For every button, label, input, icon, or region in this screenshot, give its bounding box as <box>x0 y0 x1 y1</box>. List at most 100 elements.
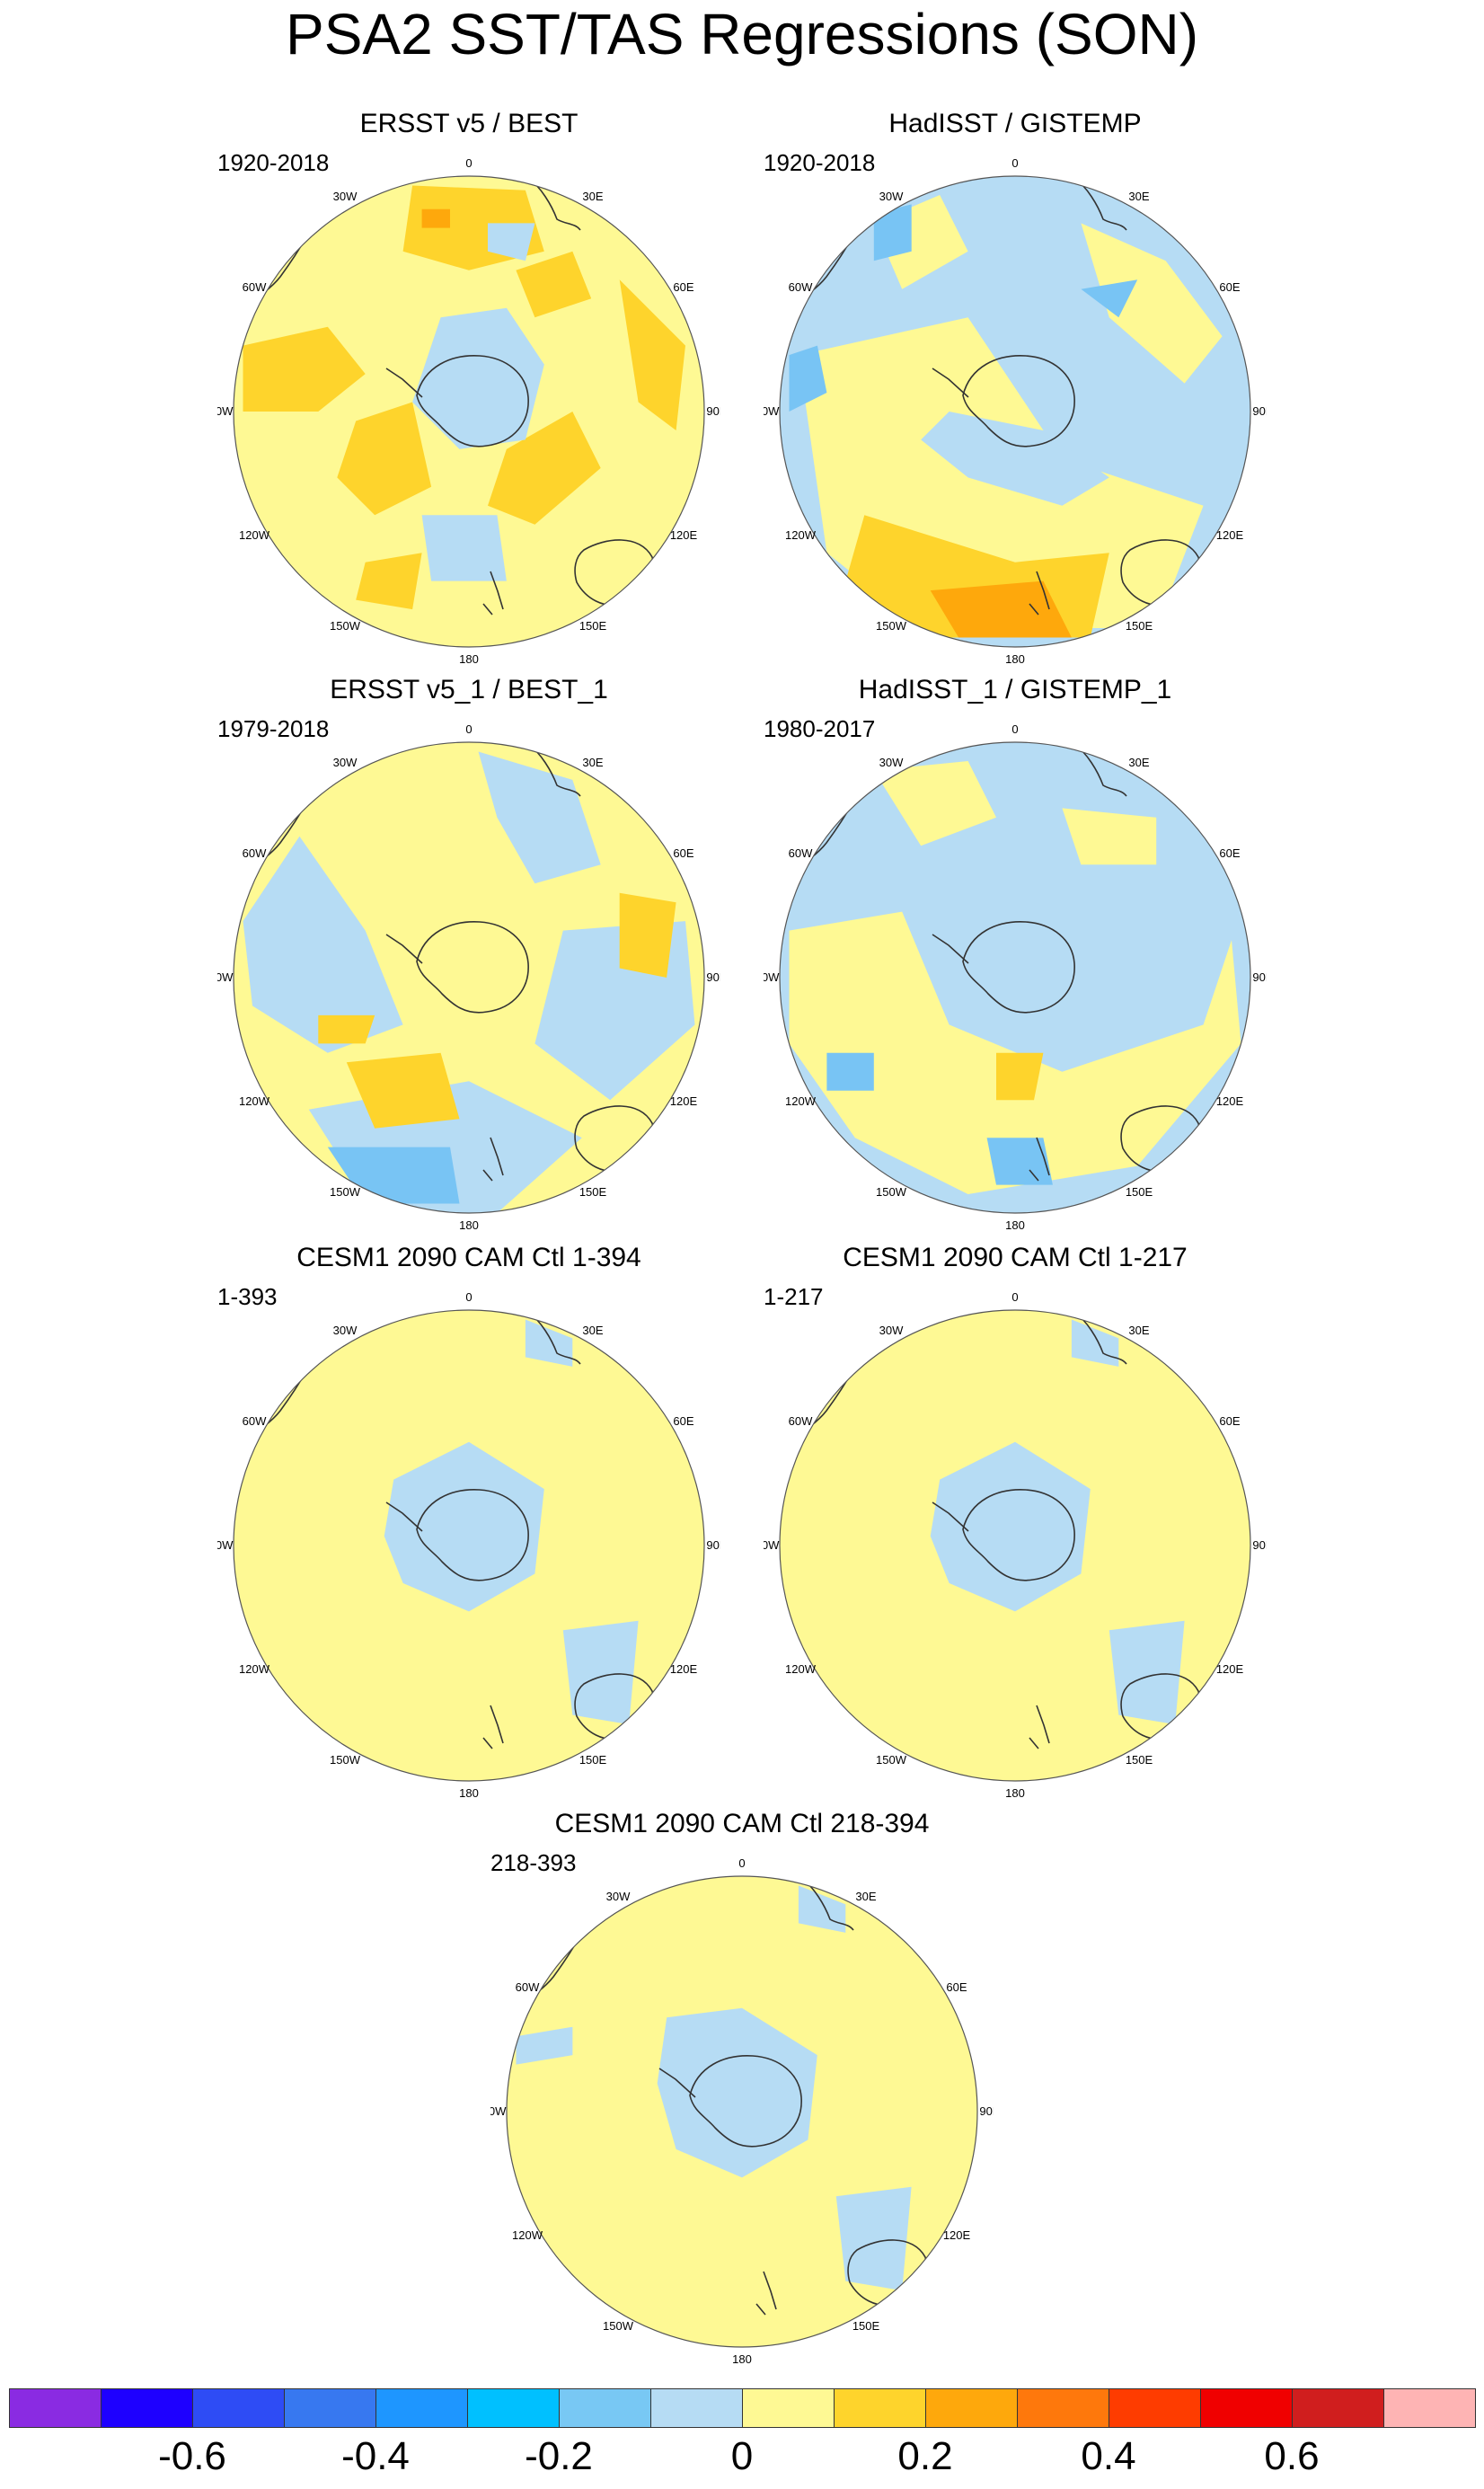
longitude-label: 150W <box>603 2319 634 2333</box>
coastline-path <box>416 921 529 1014</box>
anomaly-patch <box>337 402 432 516</box>
colorbar-label: 0 <box>730 2434 754 2478</box>
longitude-label: 120E <box>670 1094 698 1108</box>
colorbar-swatch <box>375 2388 468 2428</box>
longitude-label: 150W <box>876 1753 907 1767</box>
map-panel-cesm1-218-394: CESM1 2090 CAM Ctl 218-394 218-393 0 30E 6… <box>490 1806 994 2363</box>
longitude-label: 90W <box>764 1538 780 1552</box>
longitude-label: 120E <box>1216 1662 1244 1676</box>
anomaly-patch <box>562 1620 639 1725</box>
coastline-path <box>416 355 529 447</box>
anomaly-patch <box>996 1052 1044 1101</box>
anomaly-patch <box>921 412 1109 506</box>
longitude-label: 30W <box>333 190 358 203</box>
longitude-label: 0 <box>1011 156 1018 170</box>
anomaly-patch <box>1081 279 1138 318</box>
longitude-label: 120W <box>785 528 817 542</box>
polar-map: 0 30E 60E 90E 120E 150E 180 150W 120W 90W 60W 30W <box>490 1856 994 2363</box>
map-panel-ersst-best-1: ERSST v5_1 / BEST_1 1979-2018 0 30E 60E 90E… <box>217 672 720 1229</box>
longitude-label: 30W <box>333 756 358 769</box>
panel-period: 1979-2018 <box>217 715 330 742</box>
coastline-path <box>385 368 423 398</box>
map-border <box>233 741 705 1214</box>
polar-map: 0 30E 60E 90E 120E 150E 180 150W 120W 90W 60W 30W <box>217 1290 720 1797</box>
longitude-label: 90E <box>706 1538 720 1552</box>
anomaly-patch <box>488 412 601 525</box>
panel-period: 1980-2017 <box>764 715 876 742</box>
anomaly-patch <box>421 208 450 228</box>
anomaly-patch <box>789 345 827 412</box>
longitude-label: 120W <box>239 528 270 542</box>
map-field <box>780 742 1250 1213</box>
longitude-label: 180 <box>1005 652 1025 663</box>
colorbar: -0.6 -0.4 -0.2 0 0.2 0.4 0.6 <box>9 2388 1476 2482</box>
anomaly-patch <box>356 553 422 610</box>
colorbar-swatch <box>1200 2388 1293 2428</box>
coastline-path <box>1029 1137 1050 1182</box>
longitude-label: 120W <box>785 1094 817 1108</box>
map-field <box>234 1310 704 1781</box>
longitude-label: 120E <box>670 528 698 542</box>
anomaly-patch <box>421 515 507 581</box>
longitude-label: 90E <box>1252 970 1267 984</box>
coastline-path <box>527 177 581 231</box>
longitude-label: 150E <box>1126 1753 1153 1767</box>
anomaly-patch <box>930 1441 1091 1612</box>
longitude-label: 180 <box>732 2352 752 2363</box>
anomaly-patch <box>1109 1620 1185 1725</box>
longitude-label: 60W <box>243 846 267 860</box>
coastline-path <box>1073 1311 1127 1365</box>
longitude-label: 60E <box>673 280 693 294</box>
longitude-label: 0 <box>465 1290 472 1304</box>
coastline-path <box>1073 743 1127 797</box>
colorbar-label: 0.6 <box>1264 2434 1320 2478</box>
coastline-path <box>755 2271 777 2316</box>
map-panel-cesm1-1-394: CESM1 2090 CAM Ctl 1-394 1-393 0 30E 60E 90… <box>217 1240 720 1797</box>
longitude-label: 60W <box>243 280 267 294</box>
coastline-path <box>962 355 1075 447</box>
coastline-path <box>1073 177 1127 231</box>
colorbar-label: 0.4 <box>1081 2434 1136 2478</box>
longitude-label: 60E <box>673 846 693 860</box>
longitude-label: 180 <box>1005 1218 1025 1229</box>
colorbar-swatch <box>9 2388 102 2428</box>
longitude-label: 180 <box>459 1786 479 1797</box>
map-panel-cesm1-1-217: CESM1 2090 CAM Ctl 1-217 1-217 0 30E 60E 90… <box>764 1240 1267 1797</box>
anomaly-patch <box>835 2186 912 2291</box>
longitude-label: 90W <box>217 404 234 418</box>
colorbar-label: -0.2 <box>525 2434 593 2478</box>
anomaly-patch <box>826 1052 874 1091</box>
longitude-label: 150W <box>876 1185 907 1199</box>
coastline-path <box>932 934 969 964</box>
longitude-label: 180 <box>459 1218 479 1229</box>
map-field <box>507 1876 977 2347</box>
longitude-label: 60E <box>946 1980 967 1994</box>
longitude-label: 30E <box>1128 1324 1149 1337</box>
coastline-path <box>1029 571 1050 616</box>
longitude-label: 0 <box>465 722 472 736</box>
longitude-label: 150E <box>1126 619 1153 633</box>
longitude-label: 60W <box>789 280 813 294</box>
colorbar-swatch <box>1109 2388 1201 2428</box>
map-border <box>233 175 705 648</box>
longitude-label: 30E <box>1128 756 1149 769</box>
anomaly-patch <box>384 1441 544 1612</box>
coastline-path <box>689 2055 802 2148</box>
anomaly-patch <box>873 761 996 846</box>
map-panel-hadisst-gistemp-1: HadISST_1 / GISTEMP_1 1980-2017 0 30E 60E 9… <box>764 672 1267 1229</box>
colorbar-swatch <box>192 2388 285 2428</box>
map-field <box>780 1310 1250 1781</box>
longitude-label: 30E <box>1128 190 1149 203</box>
longitude-label: 90W <box>217 970 234 984</box>
map-border <box>506 1875 978 2348</box>
polar-map: 0 30E 60E 90E 120E 150E 180 150W 120W 90W 60W 30W <box>764 1290 1267 1797</box>
coastline-path <box>962 921 1075 1014</box>
map-field <box>780 176 1250 647</box>
panel-title: HadISST / GISTEMP <box>888 109 1142 138</box>
map-panel-hadisst-gistemp: HadISST / GISTEMP 1920-2018 0 30E 60E 90E 12… <box>764 106 1267 663</box>
longitude-label: 30W <box>879 190 904 203</box>
map-panel-ersst-best: ERSST v5 / BEST 1920-2018 0 30E 60E 90E 120E… <box>217 106 720 663</box>
map-field <box>234 176 704 647</box>
longitude-label: 120E <box>670 1662 698 1676</box>
colorbar-swatch <box>101 2388 193 2428</box>
